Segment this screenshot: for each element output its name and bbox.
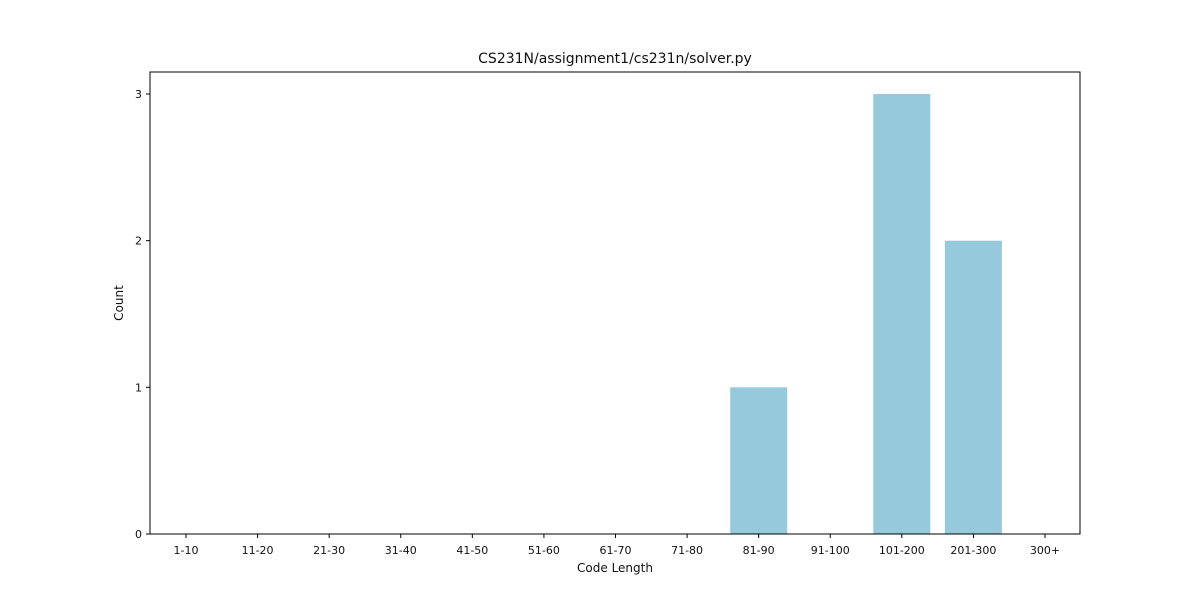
x-tick-label: 81-90: [743, 544, 775, 557]
bar-81-90: [730, 387, 788, 534]
y-axis-label: Count: [112, 285, 126, 321]
y-tick-label: 3: [135, 88, 142, 101]
x-tick-label: 1-10: [174, 544, 199, 557]
y-tick-label: 0: [135, 528, 142, 541]
x-tick-label: 71-80: [671, 544, 703, 557]
x-tick-label: 201-300: [950, 544, 996, 557]
y-tick-label: 2: [135, 235, 142, 248]
y-tick-label: 1: [135, 381, 142, 394]
x-tick-label: 51-60: [528, 544, 560, 557]
x-tick-label: 41-50: [456, 544, 488, 557]
x-tick-label: 91-100: [811, 544, 850, 557]
bars-layer: [730, 94, 1002, 534]
x-axis-label: Code Length: [577, 561, 653, 575]
x-tick-label: 101-200: [879, 544, 925, 557]
y-axis-ticks: 0 1 2 3: [135, 88, 150, 541]
x-axis-ticks: 1-10 11-20 21-30 31-40 41-50 51-60 61-70 71-80 8…: [174, 534, 1060, 557]
x-tick-label: 21-30: [313, 544, 345, 557]
chart-title: CS231N/assignment1/cs231n/solver.py: [478, 51, 752, 67]
x-tick-label: 61-70: [600, 544, 632, 557]
x-tick-label: 11-20: [242, 544, 274, 557]
x-tick-label: 31-40: [385, 544, 417, 557]
plot-frame: [149, 71, 1081, 535]
bar-201-300: [944, 240, 1002, 534]
x-tick-label: 300+: [1030, 544, 1060, 557]
bar-101-200: [873, 94, 931, 534]
